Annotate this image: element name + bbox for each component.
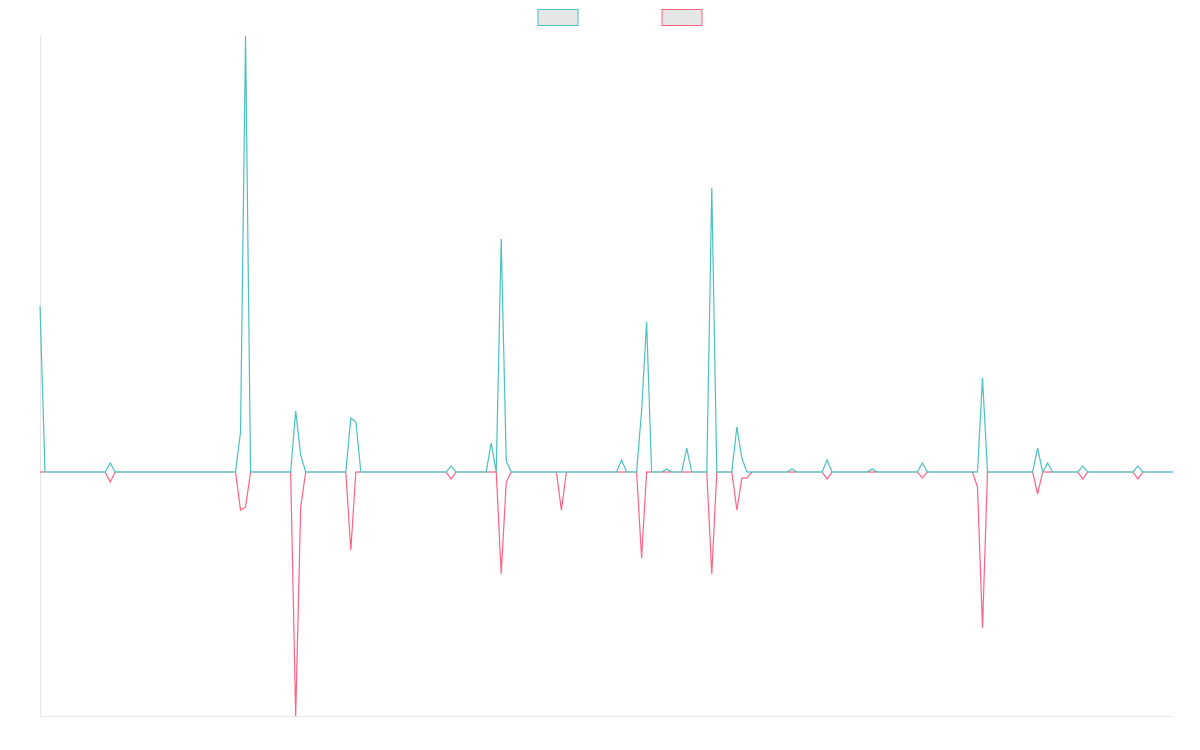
- legend-swatch: [661, 9, 703, 26]
- legend-swatch: [537, 9, 579, 26]
- line-series: [40, 471, 1173, 717]
- line-series: [39, 35, 1173, 474]
